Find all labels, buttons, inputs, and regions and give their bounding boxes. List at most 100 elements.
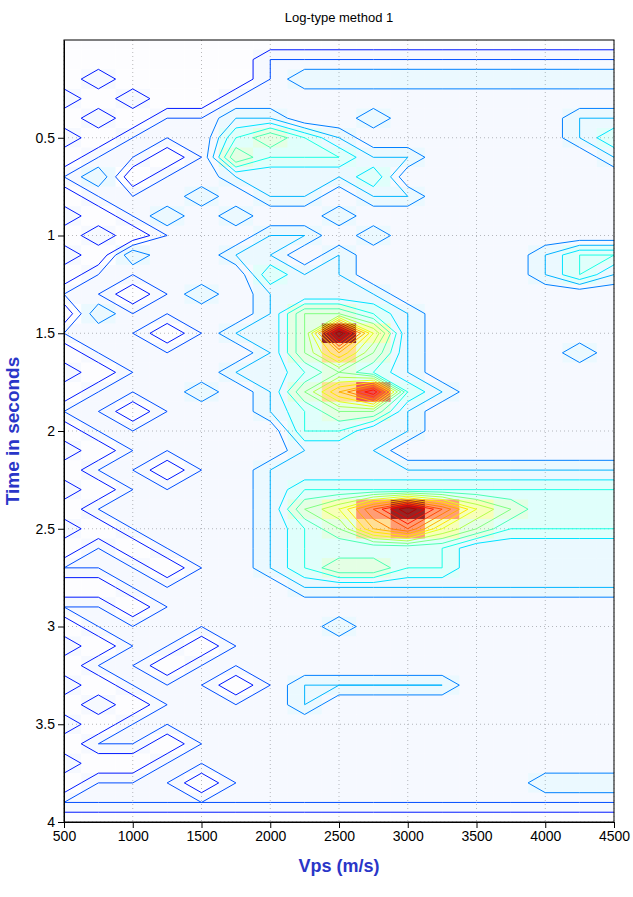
y-tick: 3 bbox=[47, 618, 64, 634]
cell bbox=[459, 363, 493, 383]
cell bbox=[356, 812, 390, 822]
cell bbox=[562, 382, 596, 402]
x-tick-label: 4000 bbox=[530, 828, 561, 844]
cell bbox=[528, 128, 562, 148]
cell bbox=[425, 754, 459, 774]
cell bbox=[562, 206, 596, 226]
cell bbox=[425, 304, 459, 324]
cell bbox=[64, 734, 81, 754]
cell bbox=[64, 284, 81, 304]
contour-line bbox=[325, 325, 442, 528]
cell bbox=[322, 108, 356, 128]
y-tick-mark bbox=[58, 724, 64, 725]
cell bbox=[494, 343, 528, 363]
cell bbox=[287, 656, 321, 676]
y-tick-label: 2 bbox=[47, 423, 55, 439]
cell bbox=[253, 617, 287, 637]
cell bbox=[459, 187, 493, 207]
cell bbox=[562, 812, 596, 822]
cell bbox=[459, 656, 493, 676]
cell bbox=[391, 265, 425, 285]
cell bbox=[459, 304, 493, 324]
cell bbox=[219, 304, 253, 324]
cell bbox=[322, 460, 356, 480]
cell bbox=[597, 382, 614, 402]
cell bbox=[219, 519, 253, 539]
cell bbox=[253, 40, 287, 50]
cell bbox=[597, 89, 614, 109]
cell bbox=[81, 636, 115, 656]
cell bbox=[219, 617, 253, 637]
cell bbox=[562, 636, 596, 656]
cell bbox=[322, 617, 356, 637]
cell bbox=[116, 89, 150, 109]
cell bbox=[287, 89, 321, 109]
cell bbox=[64, 245, 81, 265]
cell bbox=[356, 40, 390, 50]
cell bbox=[494, 714, 528, 734]
y-axis: 0.511.522.533.54 bbox=[36, 41, 65, 830]
cell bbox=[528, 695, 562, 715]
cell bbox=[528, 734, 562, 754]
cell bbox=[184, 636, 218, 656]
cell bbox=[459, 226, 493, 246]
cell bbox=[356, 773, 390, 793]
cell bbox=[116, 754, 150, 774]
cell bbox=[322, 754, 356, 774]
cell bbox=[64, 460, 81, 480]
y-tick: 3.5 bbox=[36, 716, 64, 732]
cell bbox=[562, 617, 596, 637]
contour-line bbox=[336, 331, 417, 514]
x-tick-label: 4500 bbox=[599, 828, 630, 844]
cell bbox=[425, 226, 459, 246]
cell bbox=[64, 636, 81, 656]
cell bbox=[322, 636, 356, 656]
cell bbox=[425, 187, 459, 207]
cell bbox=[219, 226, 253, 246]
cell bbox=[459, 402, 493, 422]
cell bbox=[528, 714, 562, 734]
cell bbox=[219, 187, 253, 207]
cell bbox=[219, 578, 253, 598]
cell bbox=[597, 206, 614, 226]
cell bbox=[81, 695, 115, 715]
cell bbox=[494, 40, 528, 50]
cell bbox=[322, 539, 356, 559]
cell bbox=[253, 89, 287, 109]
cell bbox=[64, 148, 81, 168]
cell bbox=[562, 40, 596, 50]
cell bbox=[64, 206, 81, 226]
cell bbox=[494, 402, 528, 422]
cell bbox=[494, 421, 528, 441]
cell bbox=[459, 128, 493, 148]
cell bbox=[391, 636, 425, 656]
cell bbox=[184, 519, 218, 539]
cell bbox=[391, 617, 425, 637]
cell bbox=[64, 265, 81, 285]
cell bbox=[81, 519, 115, 539]
cell bbox=[219, 284, 253, 304]
cell bbox=[184, 40, 218, 50]
x-tick: 1000 bbox=[118, 822, 149, 844]
cell bbox=[425, 773, 459, 793]
cell bbox=[356, 617, 390, 637]
cell bbox=[81, 754, 115, 774]
cell bbox=[597, 675, 614, 695]
cell bbox=[459, 695, 493, 715]
cell bbox=[64, 382, 81, 402]
cell bbox=[459, 773, 493, 793]
cell bbox=[184, 187, 218, 207]
cell bbox=[116, 69, 150, 89]
cell bbox=[562, 402, 596, 422]
cell bbox=[81, 245, 115, 265]
cell bbox=[391, 206, 425, 226]
cell bbox=[64, 167, 81, 187]
cell bbox=[322, 89, 356, 109]
cell bbox=[459, 754, 493, 774]
cell bbox=[322, 714, 356, 734]
cell bbox=[459, 382, 493, 402]
contour-line bbox=[322, 323, 451, 531]
cell bbox=[562, 656, 596, 676]
cell bbox=[64, 578, 81, 598]
cell bbox=[391, 69, 425, 89]
